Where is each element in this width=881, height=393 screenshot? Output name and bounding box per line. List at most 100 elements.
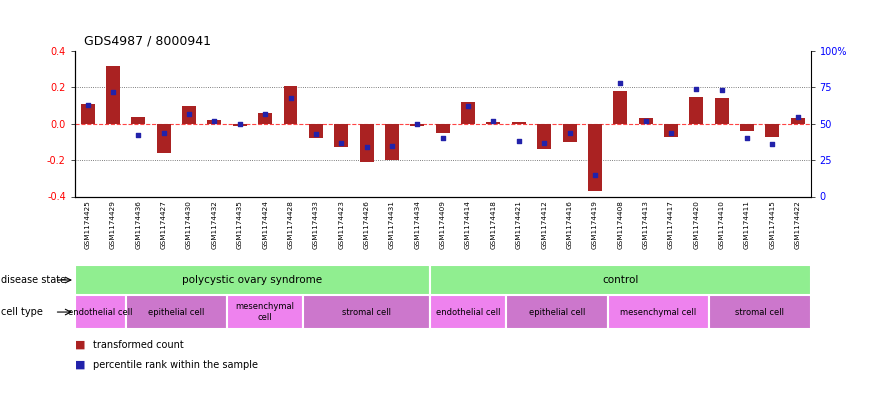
Text: mesenchymal
cell: mesenchymal cell (235, 302, 294, 322)
Text: ■: ■ (75, 360, 85, 370)
Bar (766, 124, 780, 136)
Bar (75, 295, 126, 329)
Bar (613, 91, 627, 124)
Bar (258, 113, 272, 124)
Bar (309, 124, 322, 138)
Text: GSM1174425: GSM1174425 (85, 200, 91, 249)
Text: stromal cell: stromal cell (736, 308, 784, 316)
Point (664, 129, 678, 136)
Text: GSM1174409: GSM1174409 (440, 200, 446, 249)
Bar (207, 120, 221, 124)
Point (233, 121, 247, 127)
Text: polycystic ovary syndrome: polycystic ovary syndrome (182, 275, 322, 285)
Point (689, 86, 703, 92)
Point (486, 118, 500, 124)
Bar (791, 118, 805, 124)
Point (334, 140, 348, 146)
Text: control: control (602, 275, 639, 285)
Bar (740, 124, 754, 131)
Bar (512, 122, 526, 124)
Bar (608, 295, 709, 329)
Bar (303, 295, 430, 329)
Text: GSM1174431: GSM1174431 (389, 200, 395, 249)
Text: GSM1174414: GSM1174414 (465, 200, 471, 249)
Bar (131, 116, 145, 124)
Text: GSM1174408: GSM1174408 (618, 200, 623, 249)
Point (157, 129, 171, 136)
Bar (284, 86, 298, 124)
Bar (506, 295, 608, 329)
Text: GSM1174410: GSM1174410 (719, 200, 725, 249)
Text: GSM1174433: GSM1174433 (313, 200, 319, 249)
Text: GDS4987 / 8000941: GDS4987 / 8000941 (84, 34, 211, 47)
Bar (664, 124, 678, 136)
Point (512, 138, 526, 144)
Text: GSM1174419: GSM1174419 (592, 200, 598, 249)
Point (588, 171, 602, 178)
Bar (690, 97, 703, 124)
Text: stromal cell: stromal cell (342, 308, 391, 316)
Text: epithelial cell: epithelial cell (148, 308, 204, 316)
Point (639, 118, 653, 124)
Text: mesenchymal cell: mesenchymal cell (620, 308, 697, 316)
Bar (588, 124, 602, 191)
Text: GSM1174418: GSM1174418 (491, 200, 496, 249)
Text: GSM1174415: GSM1174415 (769, 200, 775, 249)
Bar (106, 66, 120, 124)
Point (562, 129, 576, 136)
Text: GSM1174429: GSM1174429 (110, 200, 116, 249)
Text: GSM1174434: GSM1174434 (414, 200, 420, 249)
Text: GSM1174413: GSM1174413 (642, 200, 648, 249)
Text: GSM1174411: GSM1174411 (744, 200, 750, 249)
Text: GSM1174412: GSM1174412 (541, 200, 547, 249)
Point (131, 132, 145, 139)
Text: GSM1174423: GSM1174423 (338, 200, 344, 249)
Text: GSM1174416: GSM1174416 (566, 200, 573, 249)
Point (309, 131, 323, 137)
Point (207, 118, 221, 124)
Text: transformed count: transformed count (93, 340, 183, 350)
Point (385, 142, 399, 149)
Text: GSM1174435: GSM1174435 (237, 200, 243, 249)
Bar (563, 124, 576, 142)
Bar (359, 124, 374, 162)
Text: ■: ■ (75, 340, 85, 350)
Bar (334, 124, 348, 147)
Bar (430, 295, 506, 329)
Text: percentile rank within the sample: percentile rank within the sample (93, 360, 257, 370)
Point (537, 140, 552, 146)
Point (284, 94, 298, 101)
Text: GSM1174421: GSM1174421 (515, 200, 522, 249)
Point (435, 135, 449, 141)
Bar (126, 295, 227, 329)
Point (613, 80, 627, 86)
Bar (227, 295, 303, 329)
Bar (430, 265, 811, 295)
Bar (486, 122, 500, 124)
Point (182, 110, 196, 117)
Point (80, 102, 94, 108)
Bar (411, 124, 425, 126)
Point (461, 103, 475, 110)
Bar (157, 124, 171, 153)
Bar (385, 124, 399, 160)
Text: GSM1174428: GSM1174428 (287, 200, 293, 249)
Point (411, 121, 425, 127)
Point (740, 135, 754, 141)
Text: GSM1174426: GSM1174426 (364, 200, 370, 249)
Text: GSM1174422: GSM1174422 (795, 200, 801, 249)
Text: GSM1174436: GSM1174436 (136, 200, 141, 249)
Text: GSM1174424: GSM1174424 (263, 200, 268, 249)
Bar (75, 265, 430, 295)
Text: GSM1174432: GSM1174432 (211, 200, 218, 249)
Bar (639, 118, 653, 124)
Text: GSM1174430: GSM1174430 (186, 200, 192, 249)
Bar (461, 102, 475, 124)
Point (714, 87, 729, 94)
Bar (80, 104, 94, 124)
Bar (709, 295, 811, 329)
Bar (714, 98, 729, 124)
Bar (182, 106, 196, 124)
Text: disease state: disease state (1, 275, 66, 285)
Point (791, 113, 805, 119)
